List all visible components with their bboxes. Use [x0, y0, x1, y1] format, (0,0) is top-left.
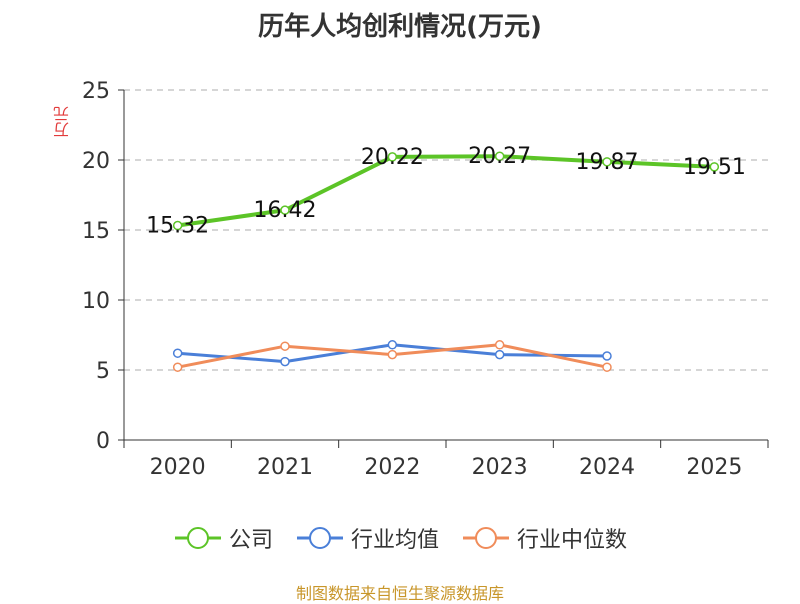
data-point	[387, 349, 398, 360]
data-point	[280, 356, 290, 367]
source-note: 制图数据来自恒生聚源数据库	[295, 584, 504, 603]
legend-swatch	[463, 527, 509, 549]
x-tick-label: 2025	[686, 455, 742, 480]
legend-item: 行业均值	[295, 522, 439, 554]
y-tick-label: 5	[96, 359, 110, 384]
data-label: 19.87	[576, 150, 639, 175]
data-point	[280, 205, 290, 215]
data-label: 20.27	[468, 144, 531, 169]
x-tick-label: 2024	[579, 455, 635, 480]
x-tick-label: 2022	[364, 455, 420, 480]
x-tick-label: 2021	[257, 455, 313, 480]
y-tick-label: 20	[82, 149, 110, 174]
data-point	[172, 348, 183, 358]
legend-label: 公司	[228, 528, 273, 553]
y-tick-label: 15	[82, 219, 110, 244]
data-label: 15.32	[146, 214, 209, 239]
data-point	[280, 341, 290, 351]
chart-title: 历年人均创利情况(万元)	[258, 12, 542, 42]
legend-swatch-marker	[475, 527, 497, 549]
data-label: 20.22	[361, 145, 424, 170]
legend-swatch-marker	[308, 527, 331, 549]
x-tick-label: 2020	[150, 455, 206, 480]
series-group	[172, 151, 720, 372]
data-point	[494, 340, 505, 350]
data-point	[387, 152, 398, 162]
data-point	[494, 151, 505, 161]
legend-label: 行业中位数	[517, 528, 628, 553]
data-label: 19.51	[683, 155, 746, 180]
grid-lines	[124, 89, 768, 371]
legend-item: 行业中位数	[461, 522, 627, 554]
data-point	[172, 362, 183, 372]
data-labels: 15.32 16.42 20.22 20.27 19.87 19.51	[146, 144, 746, 238]
data-point	[494, 349, 505, 360]
series-line-0	[177, 154, 715, 228]
data-point	[602, 351, 612, 361]
legend-item: 公司	[173, 522, 273, 554]
legend-swatch-marker	[186, 527, 209, 549]
data-label: 16.42	[254, 198, 317, 223]
legend-swatch	[174, 527, 221, 549]
y-tick-label: 25	[82, 79, 110, 104]
y-tick-label: 0	[96, 429, 110, 454]
legend-swatch	[296, 527, 343, 549]
data-point	[709, 162, 720, 172]
data-point	[172, 220, 183, 231]
legend: 公司 行业均值 行业中位数	[0, 520, 800, 556]
data-point	[602, 362, 612, 372]
data-point	[387, 340, 398, 350]
data-point	[602, 157, 612, 167]
legend-label: 行业均值	[350, 528, 439, 553]
x-tick-label: 2023	[472, 455, 528, 480]
y-tick-label: 10	[82, 289, 110, 314]
